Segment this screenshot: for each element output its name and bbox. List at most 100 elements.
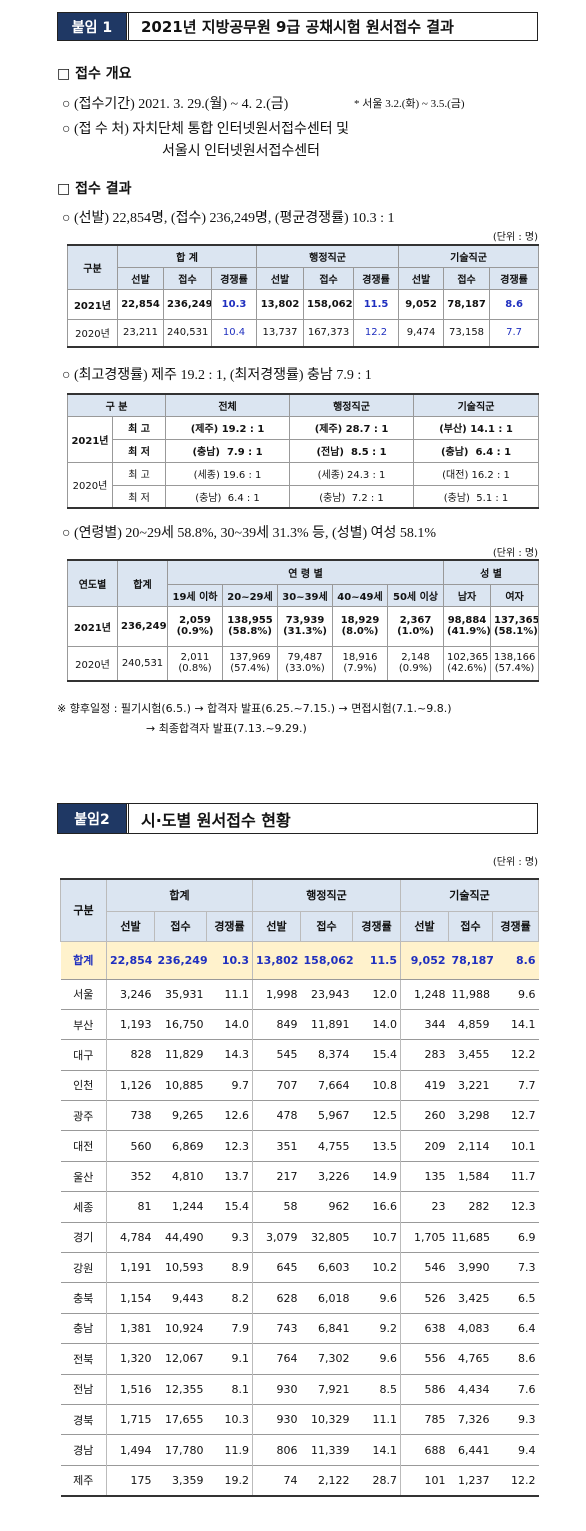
cell-line: 2,011 <box>180 652 210 664</box>
table-cell: 8.1 <box>206 1373 253 1405</box>
table-cell: 236,249 <box>117 605 168 647</box>
table-cell: 대구 <box>60 1039 107 1071</box>
table-cell: 11,891 <box>300 1008 353 1041</box>
cell-line: 18,916 <box>342 652 378 664</box>
table-cell: 74 <box>252 1464 301 1497</box>
header-cell: 경쟁률 <box>489 266 540 290</box>
table-cell: 15.4 <box>352 1039 401 1071</box>
header-cell: 전체 <box>165 393 291 417</box>
table-cell: 586 <box>400 1373 449 1405</box>
table-cell: 6.5 <box>492 1282 539 1314</box>
table-cell: 545 <box>252 1039 301 1071</box>
table-cell: 2021년 <box>67 288 118 320</box>
header-cell: 경쟁률 <box>353 266 400 290</box>
table-cell: 8,374 <box>300 1039 353 1071</box>
table-cell: 8.2 <box>206 1282 253 1314</box>
table-cell: 1,381 <box>106 1312 155 1345</box>
table-cell: 2020년 <box>67 645 118 682</box>
header-cell: 선발 <box>117 266 164 290</box>
table-cell: 10.1 <box>492 1130 539 1162</box>
table-cell: 12,067 <box>154 1343 207 1375</box>
table-cell: 7,664 <box>300 1069 353 1102</box>
header-cell: 성 별 <box>443 559 540 585</box>
table-cell: 6.9 <box>492 1221 539 1254</box>
table-row: 2021년 236,249 2,059 (0.9%) 138,955 (58.8%) 73,… <box>67 605 540 647</box>
table-cell: 688 <box>400 1434 449 1466</box>
header-cell: 행정직군 <box>289 393 415 417</box>
header-cell: 연도별 <box>67 559 118 607</box>
table-cell: 78,187 <box>443 288 491 320</box>
badge: 붙임 1 <box>58 13 126 40</box>
table-cell: 19.2 <box>206 1464 253 1497</box>
title-box: 붙임 1 2021년 지방공무원 9급 공채시험 원서접수 결과 <box>57 12 538 41</box>
table-cell: 12.0 <box>352 978 401 1010</box>
table-cell: 738 <box>106 1100 155 1132</box>
header-cell: 연 령 별 <box>166 559 445 585</box>
table-cell: 2021년 <box>67 415 113 463</box>
table-cell: 1,154 <box>106 1282 155 1314</box>
cell-line: (57.4%) <box>494 663 535 675</box>
table-row: 세종 81 1,244 15.4 58 962 16.6 23 282 12.3 <box>60 1191 539 1223</box>
table-cell: 10,329 <box>300 1403 353 1436</box>
table-cell: 167,373 <box>303 318 355 348</box>
table-cell: 32,805 <box>300 1221 353 1254</box>
table-cell: 6,869 <box>154 1130 207 1162</box>
table-cell: 81 <box>106 1191 155 1223</box>
table-cell: 135 <box>400 1160 449 1193</box>
table-row: 충남 1,381 10,924 7.9 743 6,841 9.2 638 4,083 6.4 <box>60 1312 539 1345</box>
table-cell: 175 <box>106 1464 155 1497</box>
table-cell: 7,326 <box>448 1403 493 1436</box>
header-cell: 50세 이상 <box>386 583 445 607</box>
table-row: 전남 1,516 12,355 8.1 930 7,921 8.5 586 4,434 7.6 <box>60 1373 539 1405</box>
table-row: 충북 1,154 9,443 8.2 628 6,018 9.6 526 3,425 6.5 <box>60 1282 539 1314</box>
table-cell: 울산 <box>60 1160 107 1193</box>
table-cell: 14.9 <box>352 1160 401 1193</box>
table-cell: 9.7 <box>206 1069 253 1102</box>
table-cell: 556 <box>400 1343 449 1375</box>
text-line: ○ (접 수 처) 자치단체 통합 인터넷원서접수센터 및 <box>62 122 349 137</box>
table-cell: 6.4 <box>492 1312 539 1345</box>
header-cell: 19세 이하 <box>167 583 223 607</box>
table-cell: 240,531 <box>117 645 168 682</box>
table-cell: 대전 <box>60 1130 107 1162</box>
header-cell: 20~29세 <box>222 583 278 607</box>
table-cell: 경북 <box>60 1403 107 1436</box>
header-row: 구 분 전체 행정직군 기술직군 <box>66 393 540 417</box>
table-cell: 10.7 <box>352 1221 401 1254</box>
table-cell: 158,062 <box>303 288 355 320</box>
header-cell: 합계 <box>105 878 254 912</box>
table-cell: 962 <box>300 1191 353 1223</box>
table-row: 2020년 23,211 240,531 10.4 13,737 167,373 12.2 9… <box>67 318 540 348</box>
header-cell: 경쟁률 <box>205 910 254 942</box>
cell-line: (41.9%) <box>447 626 491 637</box>
table-cell: 638 <box>400 1312 449 1345</box>
header-cell: 여자 <box>490 583 540 607</box>
cell-line: 137,969 <box>229 652 271 664</box>
table-row: 2020년 240,531 2,011 (0.8%) 137,969 (57.4%) 79,… <box>67 645 540 682</box>
table-cell: 35,931 <box>154 978 207 1010</box>
table-cell: 9,052 <box>398 288 445 320</box>
table-cell: 236,249 <box>163 288 212 320</box>
table-cell: 서울 <box>60 978 107 1010</box>
table-cell: 9.3 <box>206 1221 253 1254</box>
table-cell: 4,755 <box>300 1130 353 1162</box>
table-cell: 240,531 <box>163 318 212 348</box>
table-cell: 98,884 (41.9%) <box>443 605 492 647</box>
cell-line: (7.9%) <box>343 663 377 675</box>
table-cell: 경기 <box>60 1221 107 1254</box>
table-cell: 344 <box>400 1008 449 1041</box>
table-row: 2021년 22,854 236,249 10.3 13,802 158,062 11.5 9… <box>67 288 540 320</box>
title: 시·도별 원서접수 현황 <box>126 804 291 833</box>
table-cell: 11.1 <box>206 978 253 1010</box>
header-row: 구분 합계 행정직군 기술직군 <box>60 878 540 942</box>
table-cell: 18,916 (7.9%) <box>332 645 388 682</box>
header-cell: 행정직군 <box>256 244 400 268</box>
table-cell: 3,079 <box>252 1221 301 1254</box>
table-cell: 11,829 <box>154 1039 207 1071</box>
table-cell: 2021년 <box>67 605 118 647</box>
table-cell: 560 <box>106 1130 155 1162</box>
heading: □ 접수 개요 <box>57 66 132 82</box>
table-cell: 4,859 <box>448 1008 493 1041</box>
